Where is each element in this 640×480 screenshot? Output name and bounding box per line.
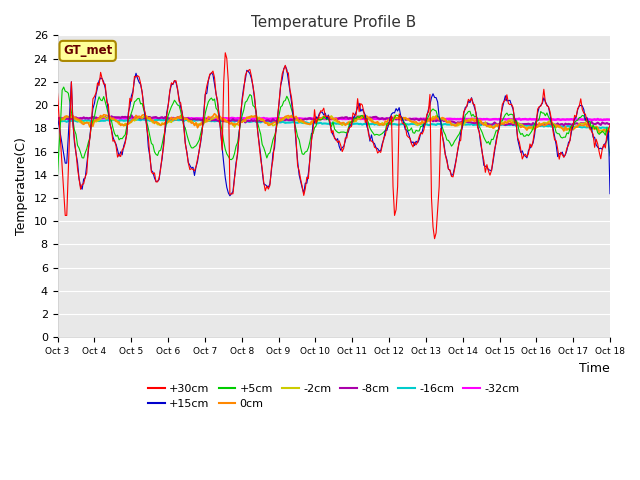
Title: Temperature Profile B: Temperature Profile B	[251, 15, 417, 30]
Text: GT_met: GT_met	[63, 44, 112, 58]
X-axis label: Time: Time	[579, 362, 610, 375]
Legend: +30cm, +15cm, +5cm, 0cm, -2cm, -8cm, -16cm, -32cm: +30cm, +15cm, +5cm, 0cm, -2cm, -8cm, -16…	[144, 379, 524, 414]
Y-axis label: Temperature(C): Temperature(C)	[15, 137, 28, 235]
